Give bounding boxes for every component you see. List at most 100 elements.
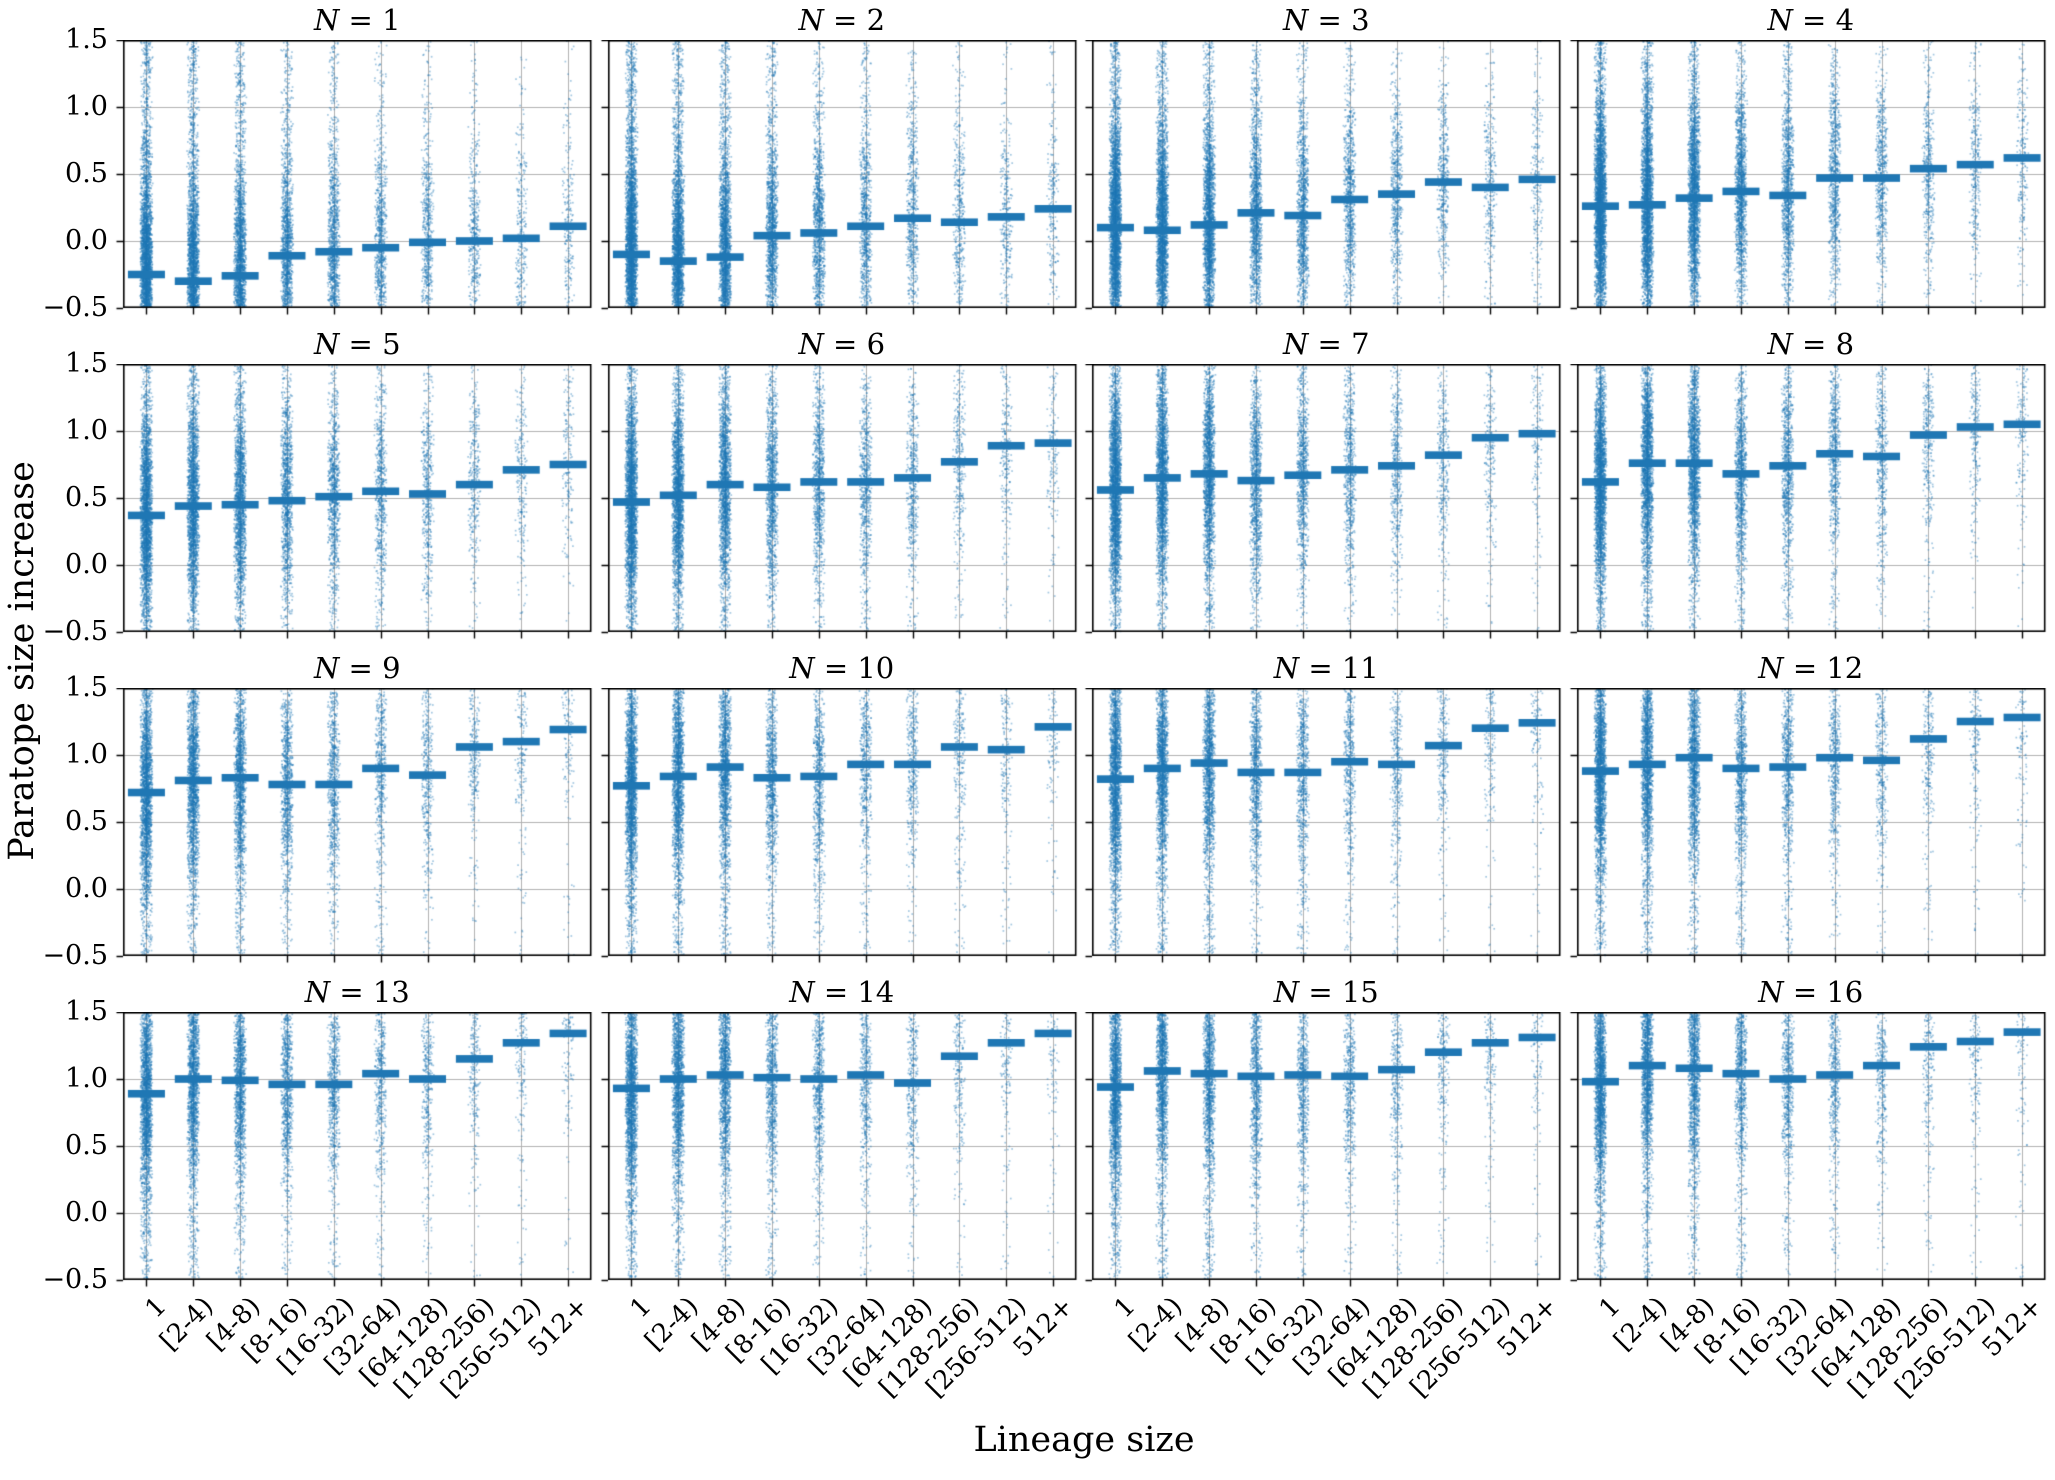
title-variable: N — [789, 651, 815, 685]
title-value: = 3 — [1308, 3, 1370, 37]
title-value: = 14 — [814, 975, 895, 1009]
title-value: = 5 — [339, 327, 401, 361]
y-tick-label: 1.5 — [65, 996, 108, 1027]
strip-canvas — [114, 688, 593, 965]
title-variable: N — [1273, 651, 1300, 685]
subplot-title: N = 2 — [608, 3, 1077, 37]
subplot-title: N = 1 — [123, 3, 592, 37]
subplot-n12: N = 12 — [1567, 651, 2047, 965]
subplot-n14: N = 14 1 [2-4) [4-8) [8-16) [16-32) [32-64) [64… — [598, 975, 1079, 1403]
title-value: = 13 — [330, 975, 410, 1009]
subplot-n7: N = 7 — [1083, 327, 1562, 641]
subplot-n6: N = 6 — [598, 327, 1078, 641]
y-tick-label: 1.0 — [65, 415, 108, 446]
strip-canvas — [1567, 40, 2047, 317]
strip-canvas — [114, 1012, 593, 1289]
title-variable: N — [304, 975, 331, 1009]
title-variable: N — [1758, 975, 1784, 1009]
subplot-n2: N = 2 — [598, 3, 1078, 317]
y-tick-label: −0.5 — [42, 940, 108, 971]
subplot-n10: N = 10 — [598, 651, 1078, 965]
strip-canvas — [598, 688, 1078, 965]
y-tick-label: 0.5 — [65, 158, 108, 189]
strip-canvas — [1567, 688, 2047, 965]
subplot-n13: N = 13 1.5 1.0 0.5 0.0 −0.5 1 [2-4) [4-8) [8-16)[… — [42, 975, 594, 1403]
strip-canvas — [114, 40, 593, 317]
subplot-n11: N = 11 — [1083, 651, 1562, 965]
subplot-n16: N = 16 1 [2-4) [4-8) [8-16) [16-32) [32-64) [64… — [1567, 975, 2048, 1403]
title-variable: N — [1758, 651, 1784, 685]
y-tick-label: 1.5 — [65, 672, 108, 703]
subplot-n15: N = 15 1 [2-4) [4-8) [8-16) [16-32) [32-64) [64… — [1083, 975, 1564, 1403]
subplot-title: N = 6 — [608, 327, 1077, 361]
strip-canvas — [1083, 1012, 1562, 1289]
subplot-n3: N = 3 — [1083, 3, 1562, 317]
title-value: = 12 — [1783, 651, 1864, 685]
strip-canvas — [114, 364, 593, 641]
subplot-title: N = 11 — [1092, 651, 1561, 685]
y-tick-label: 0.0 — [65, 873, 108, 904]
title-value: = 15 — [1299, 975, 1379, 1009]
y-tick-label: −0.5 — [42, 1264, 108, 1295]
title-value: = 2 — [823, 3, 886, 37]
strip-canvas — [598, 40, 1078, 317]
title-variable: N — [313, 651, 340, 685]
subplot-title: N = 12 — [1577, 651, 2046, 685]
subplot-title: N = 9 — [123, 651, 592, 685]
title-variable: N — [1282, 327, 1309, 361]
y-tick-label: 0.0 — [65, 1197, 108, 1228]
title-variable: N — [313, 3, 340, 37]
y-axis-label: Paratope size increase — [2, 461, 42, 861]
subplot-title: N = 15 — [1092, 975, 1561, 1009]
subplot-title: N = 14 — [608, 975, 1077, 1009]
title-variable: N — [1282, 3, 1309, 37]
subplot-n1: N = 1 1.5 1.0 0.5 0.0 −0.5 — [42, 3, 593, 323]
y-tick-label: 1.0 — [65, 739, 108, 770]
strip-canvas — [1567, 1012, 2047, 1289]
title-variable: N — [1767, 327, 1793, 361]
subplot-title: N = 4 — [1577, 3, 2046, 37]
subplot-n4: N = 4 — [1567, 3, 2047, 317]
y-tick-label: 1.5 — [65, 348, 108, 379]
title-variable: N — [798, 3, 824, 37]
subplot-title: N = 8 — [1577, 327, 2046, 361]
subplot-title: N = 7 — [1092, 327, 1561, 361]
title-variable: N — [789, 975, 815, 1009]
y-tick-label: 0.5 — [65, 806, 108, 837]
title-value: = 11 — [1299, 651, 1379, 685]
title-value: = 10 — [814, 651, 895, 685]
title-value: = 8 — [1792, 327, 1855, 361]
title-value: = 9 — [339, 651, 401, 685]
subplot-n9: N = 9 1.5 1.0 0.5 0.0 −0.5 — [42, 651, 593, 971]
y-tick-label: −0.5 — [42, 616, 108, 647]
subplot-title: N = 5 — [123, 327, 592, 361]
strip-canvas — [1083, 688, 1562, 965]
y-tick-label: 1.5 — [65, 24, 108, 55]
x-axis-label: Lineage size — [973, 1420, 1195, 1460]
y-tick-label: 0.5 — [65, 482, 108, 513]
strip-canvas — [598, 1012, 1078, 1289]
subplot-title: N = 13 — [123, 975, 592, 1009]
y-tick-label: 1.0 — [65, 91, 108, 122]
subplot-title: N = 16 — [1577, 975, 2046, 1009]
strip-canvas — [1083, 40, 1562, 317]
subplot-n8: N = 8 — [1567, 327, 2047, 641]
title-variable: N — [313, 327, 340, 361]
y-tick-label: 0.0 — [65, 549, 108, 580]
y-tick-label: 0.5 — [65, 1130, 108, 1161]
title-value: = 1 — [339, 3, 401, 37]
title-value: = 6 — [823, 327, 886, 361]
strip-canvas — [1567, 364, 2047, 641]
subplot-title: N = 10 — [608, 651, 1077, 685]
y-tick-label: 1.0 — [65, 1063, 108, 1094]
y-tick-label: −0.5 — [42, 292, 108, 323]
y-tick-label: 0.0 — [65, 225, 108, 256]
title-variable: N — [1767, 3, 1793, 37]
title-value: = 7 — [1308, 327, 1370, 361]
title-variable: N — [798, 327, 824, 361]
subplot-n5: N = 5 1.5 1.0 0.5 0.0 −0.5 — [42, 327, 593, 647]
title-value: = 16 — [1783, 975, 1864, 1009]
strip-canvas — [598, 364, 1078, 641]
title-value: = 4 — [1792, 3, 1855, 37]
